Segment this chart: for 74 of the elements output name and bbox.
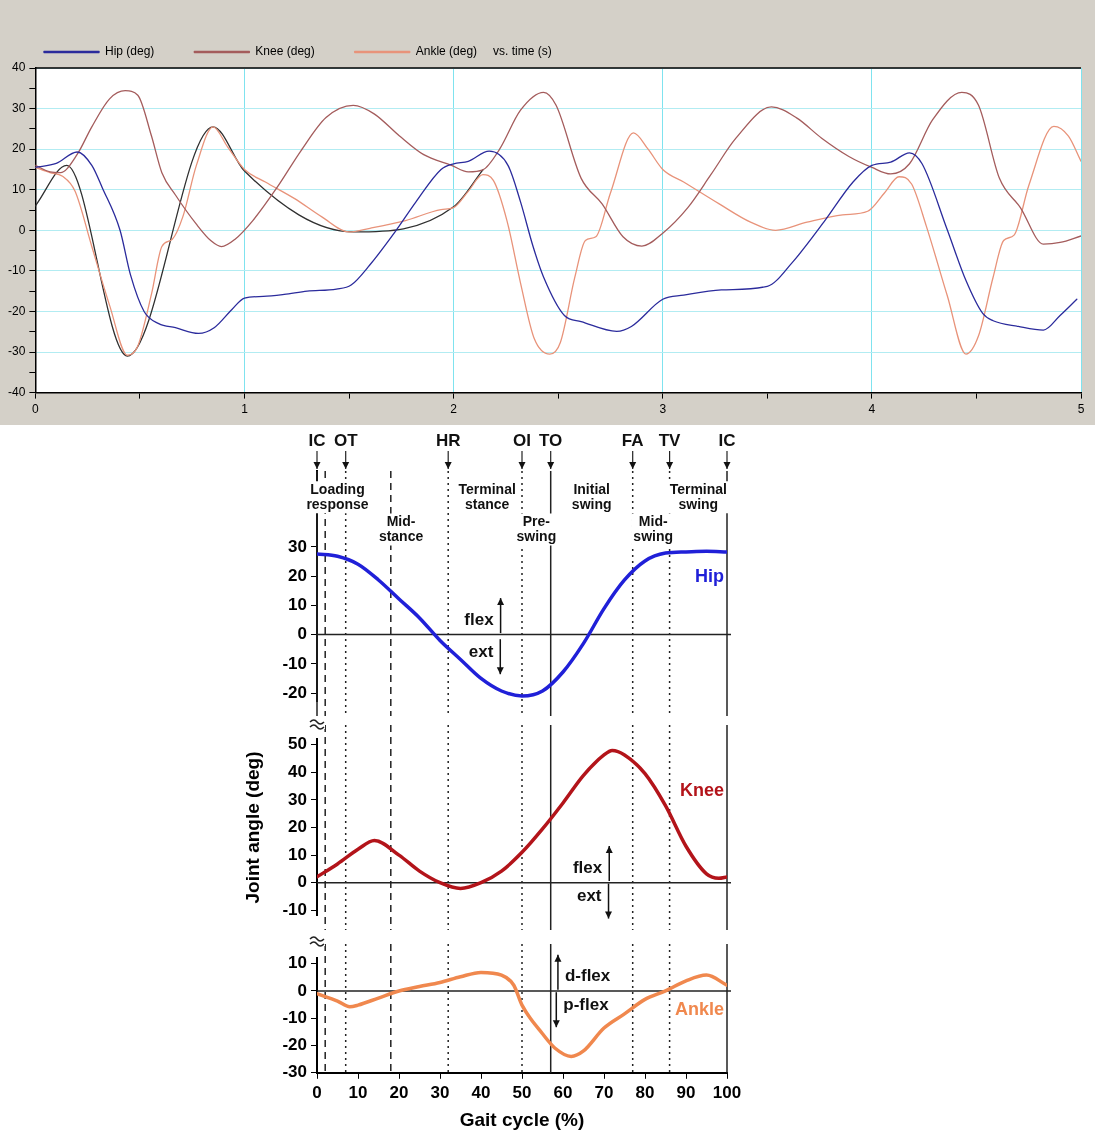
y-tick-label: 20 [11, 141, 26, 156]
x-tick-label: 10 [348, 1082, 368, 1102]
annotation: Terminal swing [669, 480, 727, 512]
y-tick-label: 10 [288, 595, 307, 615]
ref-line-label: IC [308, 430, 326, 450]
annotation: Mid-swing [633, 512, 674, 544]
ref-line-label: TV [658, 430, 682, 450]
ref-line-label: FA [621, 430, 644, 450]
x-tick-label: 70 [594, 1082, 614, 1102]
y-tick-label: -40 [8, 384, 26, 399]
y-tick-label: 40 [288, 762, 307, 781]
y-tick-label: -10 [282, 1007, 307, 1027]
ref-line-label: TO [539, 430, 563, 450]
y-tick-label: -20 [282, 682, 307, 702]
y-tick-label: 0 [297, 624, 307, 644]
x-tick-label: 40 [471, 1082, 491, 1102]
x-tick-label: 1 [241, 402, 249, 417]
y-tick-label: 30 [11, 100, 26, 115]
y-tick-label: -10 [282, 899, 307, 919]
annotation: ext [576, 886, 602, 906]
ref-line-label: OT [333, 430, 359, 450]
y-tick-label: 0 [18, 222, 26, 237]
x-tick-label: 80 [635, 1082, 655, 1102]
annotation: Loading response [306, 480, 369, 512]
x-tick-label: 4 [868, 402, 876, 417]
text: vs. time (s) [493, 44, 552, 59]
y-tick-label: 10 [11, 182, 26, 197]
x-tick-label: 2 [450, 402, 458, 417]
y-tick-label: 40 [11, 60, 26, 75]
y-tick-label: -30 [282, 1062, 307, 1082]
x-tick-label: 90 [676, 1082, 696, 1102]
ref-line-label: OI [513, 430, 531, 450]
x-tick-label: 20 [389, 1082, 409, 1102]
y-tick-label: -20 [8, 303, 26, 318]
annotation: Terminal stance [458, 480, 516, 512]
y-tick-label: -10 [8, 263, 26, 278]
y-tick-label: 30 [288, 789, 307, 809]
annotation: p-flex [563, 994, 610, 1014]
y-tick-label: 0 [297, 872, 307, 892]
x-tick-label: 60 [553, 1082, 573, 1102]
y-axis-title: Joint angle (deg) [241, 751, 263, 904]
annotation: ext [468, 641, 494, 661]
x-tick-label: 5 [1077, 402, 1085, 417]
y-tick-label: 20 [288, 565, 307, 585]
x-tick-label: 50 [512, 1082, 532, 1102]
legend-label: Knee (deg) [255, 44, 315, 59]
legend-label: Hip (deg) [105, 44, 155, 59]
series-label: Hip [695, 565, 724, 586]
annotation: d-flex [564, 966, 611, 986]
y-tick-label: 10 [288, 844, 307, 864]
x-tick-label: 30 [430, 1082, 450, 1102]
x-tick-label: 100 [712, 1082, 742, 1102]
y-tick-label: 20 [288, 817, 307, 837]
annotation: Mid-stance [378, 512, 424, 544]
y-tick-label: 0 [297, 980, 307, 1000]
annotation: Pre-swing [516, 512, 557, 544]
series-label: Knee [679, 779, 724, 800]
y-tick-label: -10 [282, 653, 307, 673]
y-tick-label: 10 [288, 953, 307, 973]
x-tick-label: 3 [659, 402, 667, 417]
y-tick-label: -30 [8, 344, 26, 359]
annotation: flex [572, 857, 603, 877]
x-axis-title: Gait cycle (%) [459, 1108, 585, 1130]
x-tick-label: 0 [32, 402, 39, 417]
ref-line-label: HR [435, 430, 461, 450]
legend-label: Ankle (deg) [415, 44, 478, 59]
y-tick-label: 50 [288, 734, 307, 754]
x-tick-label: 0 [312, 1082, 322, 1102]
y-tick-label: -20 [282, 1035, 307, 1055]
ref-line-label: IC [718, 430, 736, 450]
annotation: flex [464, 609, 495, 629]
series-label: Ankle [674, 999, 724, 1020]
annotation: Initial swing [571, 480, 612, 512]
y-tick-label: 30 [288, 536, 307, 556]
